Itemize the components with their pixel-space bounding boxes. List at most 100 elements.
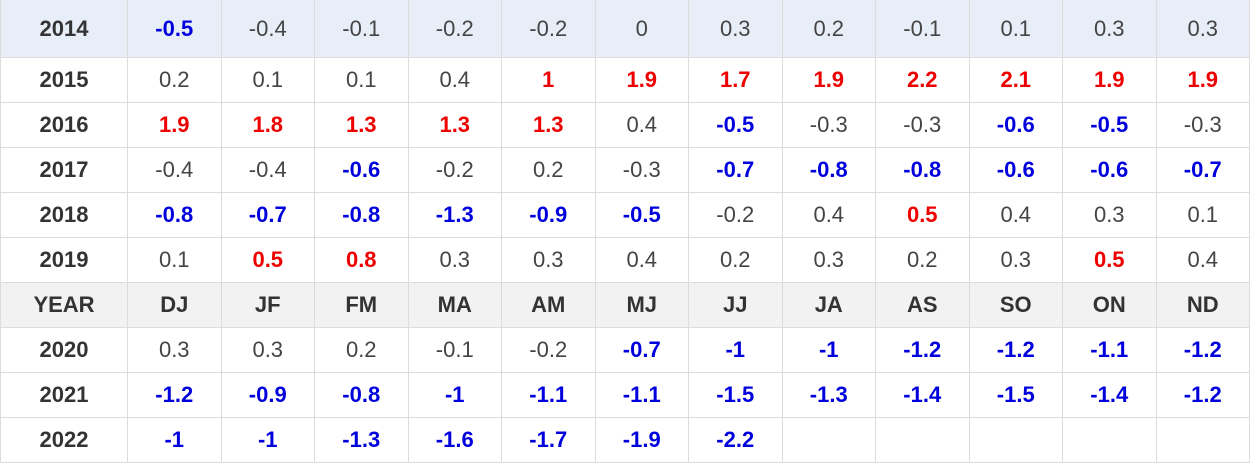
value-cell: -0.7: [688, 147, 783, 193]
value-cell: -2.2: [688, 417, 783, 463]
value-cell: -1.3: [314, 417, 409, 463]
value-cell: 0.3: [407, 237, 502, 283]
value-cell: 0.3: [1062, 192, 1157, 238]
value-cell: -1.6: [407, 417, 502, 463]
value-cell: -0.1: [875, 0, 970, 58]
header-cell: DJ: [127, 282, 222, 328]
value-cell: -1: [220, 417, 315, 463]
value-cell: 0.1: [314, 57, 409, 103]
empty-cell: [1062, 417, 1157, 463]
header-cell: YEAR: [0, 282, 128, 328]
value-cell: -0.4: [127, 147, 222, 193]
header-cell: JF: [220, 282, 315, 328]
year-cell: 2022: [0, 417, 128, 463]
header-cell: MJ: [594, 282, 689, 328]
value-cell: -1.3: [407, 192, 502, 238]
value-cell: 0.4: [407, 57, 502, 103]
header-cell: JA: [781, 282, 876, 328]
value-cell: -1.1: [501, 372, 596, 418]
value-cell: -1.3: [781, 372, 876, 418]
value-cell: 0.1: [968, 0, 1063, 58]
value-cell: -1.4: [875, 372, 970, 418]
empty-cell: [968, 417, 1063, 463]
value-cell: -0.2: [688, 192, 783, 238]
value-cell: -0.3: [1155, 102, 1250, 148]
value-cell: -1.4: [1062, 372, 1157, 418]
value-cell: 0.2: [688, 237, 783, 283]
value-cell: 1.9: [594, 57, 689, 103]
empty-cell: [875, 417, 970, 463]
value-cell: 0.3: [501, 237, 596, 283]
value-cell: 1.9: [1062, 57, 1157, 103]
value-cell: 0.4: [594, 237, 689, 283]
table-row: 2022 -1 -1 -1.3 -1.6 -1.7 -1.9 -2.2: [0, 417, 1250, 463]
year-cell: 2021: [0, 372, 128, 418]
value-cell: 0.2: [781, 0, 876, 58]
table-row: 2016 1.9 1.8 1.3 1.3 1.3 0.4 -0.5 -0.3 -0.3 -0.6 -0…: [0, 102, 1250, 148]
value-cell: -0.3: [781, 102, 876, 148]
value-cell: 0.8: [314, 237, 409, 283]
value-cell: -0.4: [220, 147, 315, 193]
value-cell: -1: [407, 372, 502, 418]
table-row: 2014 -0.5 -0.4 -0.1 -0.2 -0.2 0 0.3 0.2 -0.1 0.1 0.…: [0, 0, 1250, 58]
value-cell: -0.6: [968, 147, 1063, 193]
value-cell: -1: [688, 327, 783, 373]
value-cell: -0.5: [594, 192, 689, 238]
value-cell: -0.8: [314, 192, 409, 238]
value-cell: -1.5: [688, 372, 783, 418]
empty-cell: [1155, 417, 1250, 463]
value-cell: 1.7: [688, 57, 783, 103]
value-cell: 1.3: [501, 102, 596, 148]
empty-cell: [781, 417, 876, 463]
value-cell: -1.2: [1155, 327, 1250, 373]
value-cell: -0.2: [501, 327, 596, 373]
value-cell: -0.2: [501, 0, 596, 58]
year-cell: 2015: [0, 57, 128, 103]
value-cell: -0.9: [501, 192, 596, 238]
value-cell: -0.2: [407, 147, 502, 193]
header-cell: AM: [501, 282, 596, 328]
value-cell: 0.5: [1062, 237, 1157, 283]
value-cell: 1.3: [407, 102, 502, 148]
value-cell: 1.3: [314, 102, 409, 148]
value-cell: 0.4: [1155, 237, 1250, 283]
header-cell: FM: [314, 282, 409, 328]
value-cell: -1: [781, 327, 876, 373]
value-cell: -0.1: [314, 0, 409, 58]
value-cell: 0.3: [220, 327, 315, 373]
value-cell: 0.1: [220, 57, 315, 103]
value-cell: 0.4: [781, 192, 876, 238]
value-cell: -0.7: [594, 327, 689, 373]
value-cell: -0.3: [875, 102, 970, 148]
value-cell: -1.2: [875, 327, 970, 373]
table-row: 2017 -0.4 -0.4 -0.6 -0.2 0.2 -0.3 -0.7 -0.8 -0.8-…: [0, 147, 1250, 193]
value-cell: 1.8: [220, 102, 315, 148]
value-cell: -0.6: [314, 147, 409, 193]
value-cell: -1.7: [501, 417, 596, 463]
value-cell: -0.7: [220, 192, 315, 238]
value-cell: 0.3: [1062, 0, 1157, 58]
value-cell: -1.9: [594, 417, 689, 463]
value-cell: -0.8: [781, 147, 876, 193]
value-cell: 2.1: [968, 57, 1063, 103]
value-cell: 1.9: [127, 102, 222, 148]
value-cell: 1.9: [1155, 57, 1250, 103]
value-cell: 0.1: [127, 237, 222, 283]
header-cell: AS: [875, 282, 970, 328]
value-cell: -0.6: [1062, 147, 1157, 193]
value-cell: 0.3: [127, 327, 222, 373]
value-cell: 0.4: [594, 102, 689, 148]
value-cell: -1.5: [968, 372, 1063, 418]
value-cell: -1.2: [968, 327, 1063, 373]
value-cell: 0.1: [1155, 192, 1250, 238]
value-cell: 0.2: [127, 57, 222, 103]
header-cell: MA: [407, 282, 502, 328]
value-cell: 1.9: [781, 57, 876, 103]
table-row: 2020 0.3 0.3 0.2 -0.1 -0.2 -0.7 -1 -1 -1.2 -1.2 -1.…: [0, 327, 1250, 373]
value-cell: -0.8: [314, 372, 409, 418]
value-cell: -0.5: [688, 102, 783, 148]
value-cell: 0.2: [875, 237, 970, 283]
value-cell: -0.3: [594, 147, 689, 193]
value-cell: 0.3: [968, 237, 1063, 283]
